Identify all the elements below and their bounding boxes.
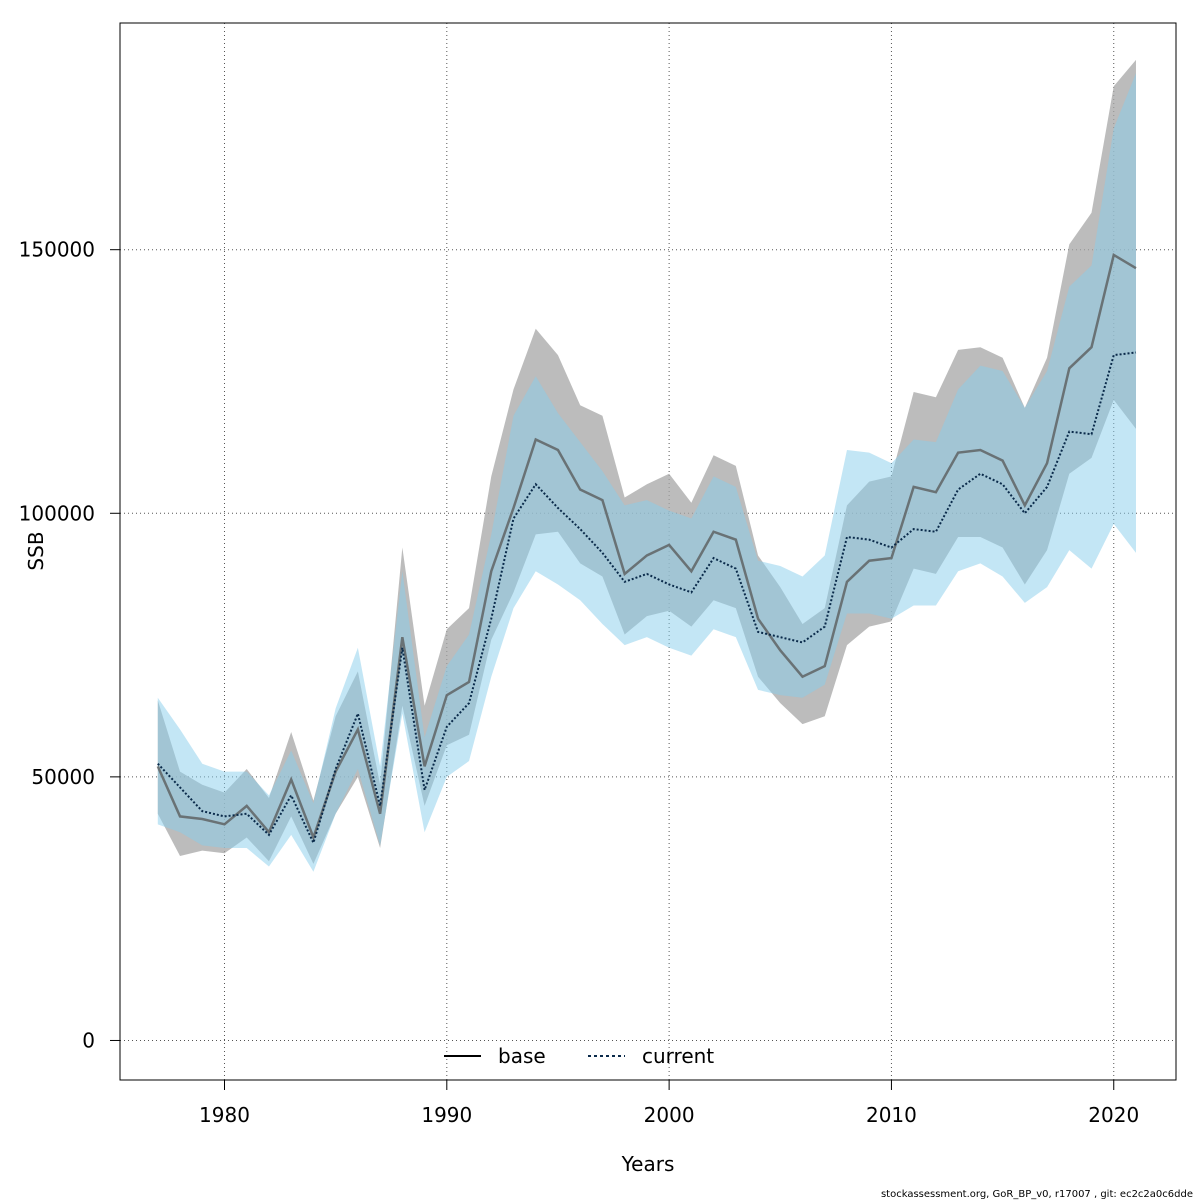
y-axis: 0 50000 100000 150000 (19, 238, 121, 1052)
legend-label-current: current (642, 1044, 714, 1068)
footer-note: stockassessment.org, GoR_BP_v0, r17007 ,… (881, 1189, 1193, 1200)
y-tick-label-150000: 150000 (19, 238, 95, 262)
x-axis-title: Years (621, 1152, 675, 1176)
x-axis: 1980 1990 2000 2010 2020 (199, 1079, 1139, 1127)
legend: base current (444, 1044, 714, 1068)
y-tick-label-0: 0 (82, 1028, 95, 1052)
x-tick-label-1990: 1990 (421, 1103, 472, 1127)
legend-label-base: base (498, 1044, 546, 1068)
y-axis-title: SSB (24, 531, 48, 570)
confidence-band-current (157, 73, 1136, 872)
series-line-current (157, 351, 1137, 846)
y-tick-label-50000: 50000 (31, 765, 95, 789)
x-tick-label-2010: 2010 (866, 1103, 917, 1127)
y-tick-label-100000: 100000 (19, 501, 95, 525)
confidence-bands (157, 59, 1136, 872)
x-tick-label-2020: 2020 (1088, 1103, 1139, 1127)
series-lines (156, 253, 1137, 846)
x-tick-label-2000: 2000 (644, 1103, 695, 1127)
x-tick-label-1980: 1980 (199, 1103, 250, 1127)
series-line-base (156, 253, 1137, 842)
